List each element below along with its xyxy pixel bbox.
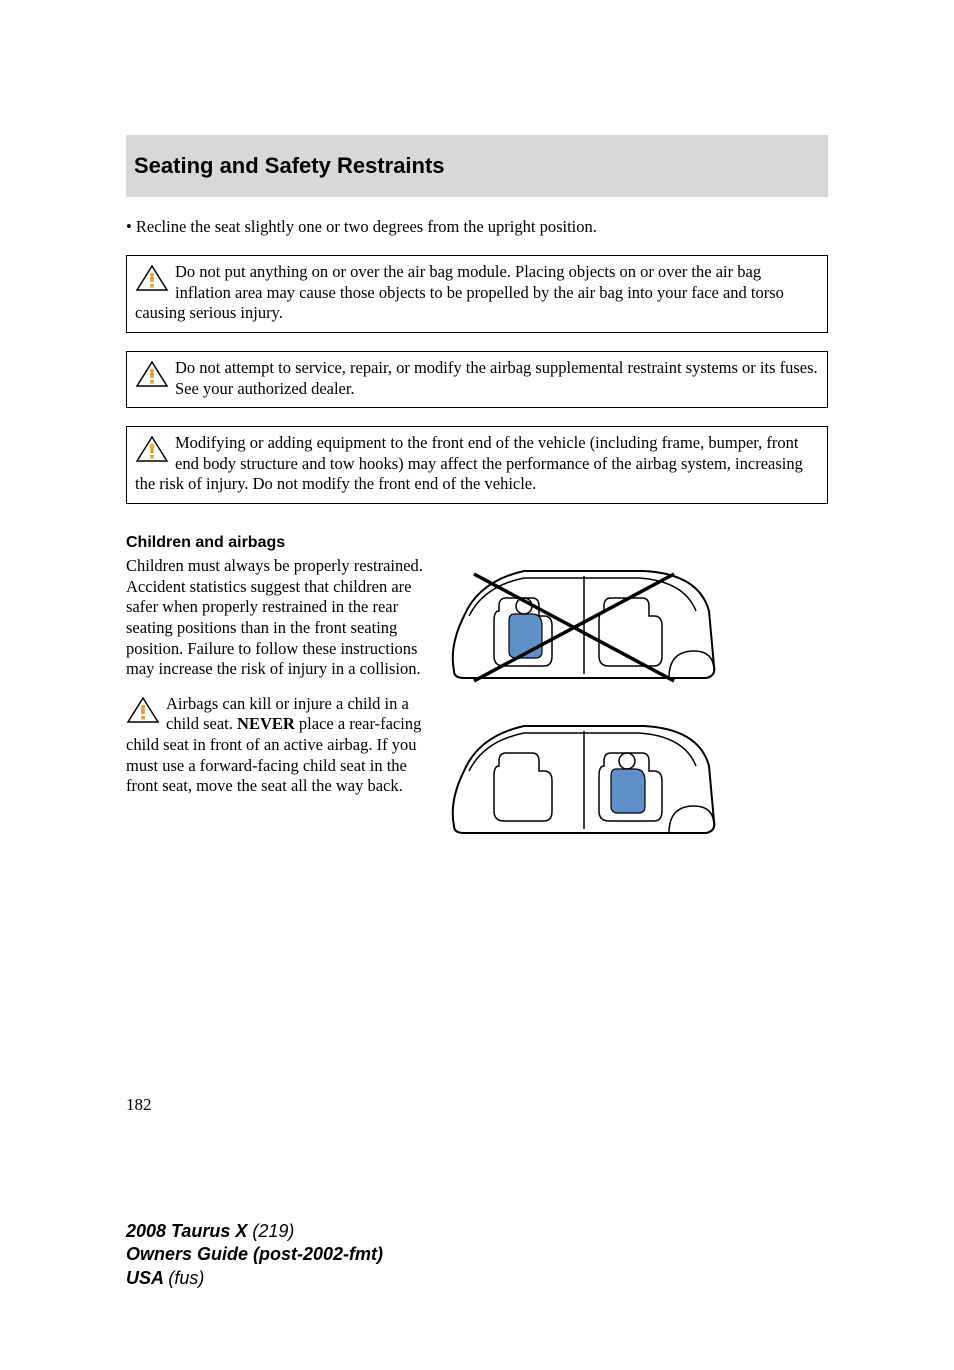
two-column-layout: Children must always be properly restrai… [126,556,828,866]
diagram-incorrect-front-childseat [444,556,828,701]
subsection-heading: Children and airbags [126,534,828,552]
footer-region: USA [126,1268,168,1288]
warning-text-2: Do not attempt to service, repair, or mo… [175,358,818,398]
footer-block: 2008 Taurus X (219) Owners Guide (post-2… [126,1220,383,1290]
warning-triangle-icon [135,264,169,298]
footer-model: 2008 Taurus X [126,1221,252,1241]
diagram-correct-rear-childseat [444,711,828,856]
warning-box-2: Do not attempt to service, repair, or mo… [126,351,828,408]
page-number: 182 [126,1095,152,1115]
warning-box-3: Modifying or adding equipment to the fro… [126,426,828,504]
warning-text-3: Modifying or adding equipment to the fro… [135,433,803,493]
bullet-text: Recline the seat slightly one or two deg… [136,217,597,236]
footer-line-3: USA (fus) [126,1267,383,1290]
footer-code: (219) [252,1221,294,1241]
section-header-band: Seating and Safety Restraints [126,135,828,197]
bullet-item: • Recline the seat slightly one or two d… [126,217,828,237]
inline-warning: Airbags can kill or injure a child in a … [126,694,426,797]
left-text-column: Children must always be properly restrai… [126,556,426,866]
page-content: • Recline the seat slightly one or two d… [126,217,828,866]
footer-region-code: (fus) [168,1268,204,1288]
warning-triangle-icon [126,696,160,730]
inline-warning-bold: NEVER [237,714,295,733]
warning-triangle-icon [135,435,169,469]
warning-triangle-icon [135,360,169,394]
warning-box-1: Do not put anything on or over the air b… [126,255,828,333]
footer-line-1: 2008 Taurus X (219) [126,1220,383,1243]
right-diagram-column [444,556,828,866]
warning-text-1: Do not put anything on or over the air b… [135,262,784,322]
section-header-title: Seating and Safety Restraints [134,153,445,178]
section-paragraph: Children must always be properly restrai… [126,556,426,680]
footer-line-2: Owners Guide (post-2002-fmt) [126,1243,383,1266]
